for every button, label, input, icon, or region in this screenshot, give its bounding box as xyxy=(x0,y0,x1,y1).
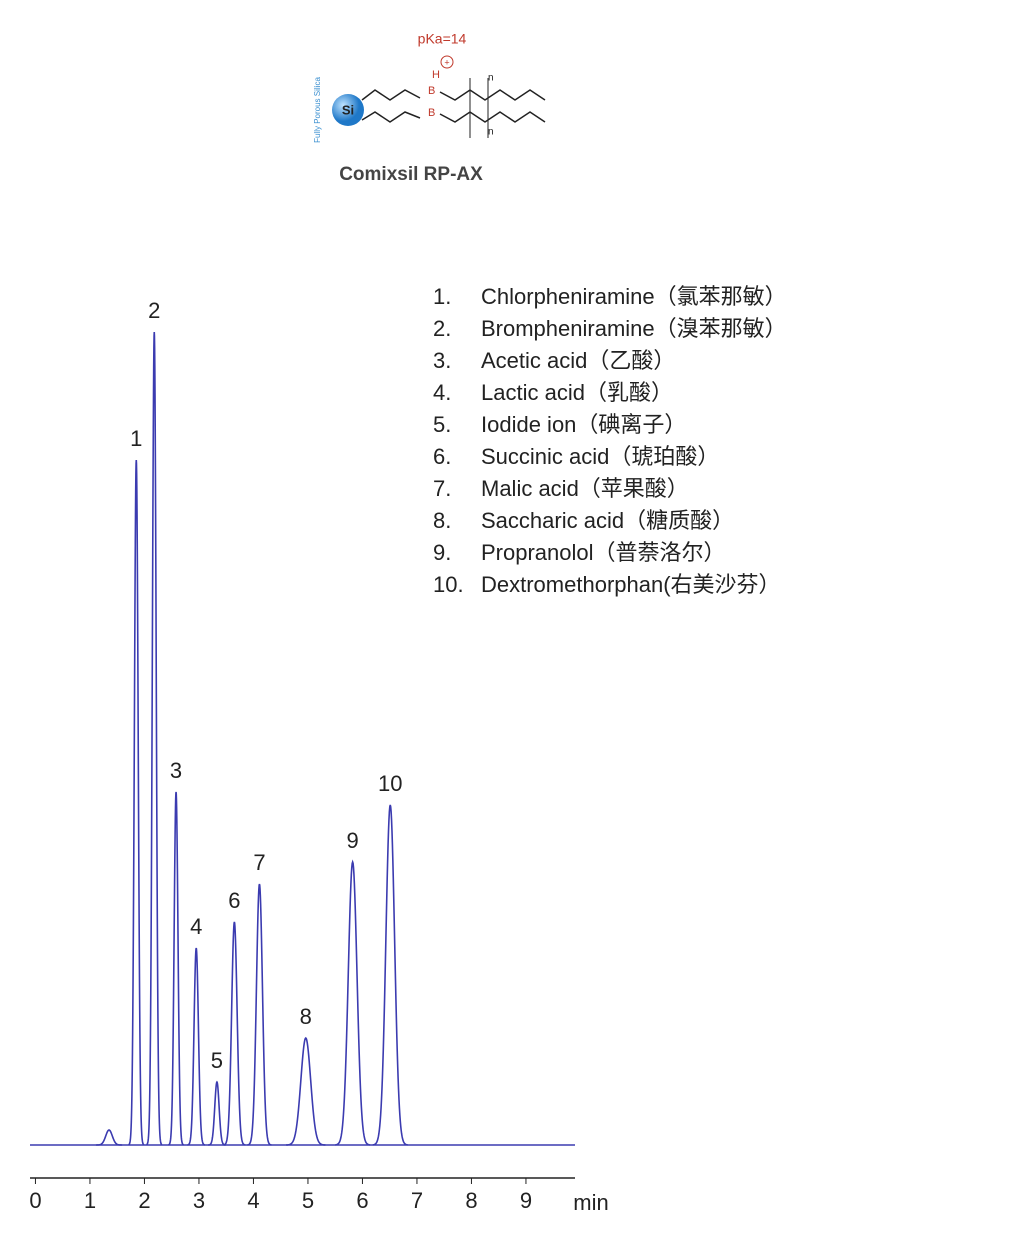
x-tick-label: 9 xyxy=(520,1188,532,1213)
x-tick-label: 0 xyxy=(29,1188,41,1213)
legend-number: 6. xyxy=(433,444,451,469)
b-label: B xyxy=(428,85,435,97)
chain xyxy=(439,111,546,123)
x-tick-label: 2 xyxy=(138,1188,150,1213)
legend-name: Saccharic acid（糖质酸） xyxy=(481,508,734,533)
legend-number: 8. xyxy=(433,508,451,533)
peak xyxy=(95,1129,123,1146)
h-label: H xyxy=(432,69,440,81)
legend-number: 2. xyxy=(433,316,451,341)
x-tick-label: 3 xyxy=(193,1188,205,1213)
peak-label: 10 xyxy=(378,771,402,796)
legend-number: 4. xyxy=(433,380,451,405)
x-axis-label: min xyxy=(573,1190,608,1215)
peak xyxy=(247,883,272,1146)
x-tick-label: 1 xyxy=(84,1188,96,1213)
si-label: Si xyxy=(342,102,354,117)
legend-number: 10. xyxy=(433,572,464,597)
peak-label: 1 xyxy=(130,426,142,451)
legend-number: 5. xyxy=(433,412,451,437)
peak xyxy=(223,921,246,1146)
support-label: Fully Porous Silica xyxy=(313,77,322,143)
peak-label: 4 xyxy=(190,914,202,939)
peak-label: 8 xyxy=(300,1004,312,1029)
peak-label: 9 xyxy=(347,828,359,853)
chain xyxy=(439,89,546,101)
peak xyxy=(187,947,206,1146)
peak xyxy=(146,331,163,1146)
peak xyxy=(335,859,371,1146)
legend-name: Propranolol（普萘洛尔） xyxy=(481,540,726,565)
x-tick-label: 6 xyxy=(356,1188,368,1213)
x-tick-label: 4 xyxy=(247,1188,259,1213)
x-tick-label: 5 xyxy=(302,1188,314,1213)
product-name: Comixsil RP-AX xyxy=(339,164,483,185)
legend-name: Chlorpheniramine（氯苯那敏） xyxy=(481,284,787,309)
structure: pKa=14 + Fully Porous Silica Si H B B n … xyxy=(313,31,546,185)
legend-name: Dextromethorphan(右美沙芬） xyxy=(481,572,781,597)
peak-label: 2 xyxy=(148,298,160,323)
peak xyxy=(128,459,145,1146)
peak xyxy=(372,804,408,1146)
x-tick-label: 7 xyxy=(411,1188,423,1213)
legend-name: Lactic acid（乳酸） xyxy=(481,380,673,405)
peak xyxy=(168,791,184,1146)
legend-number: 7. xyxy=(433,476,451,501)
legend-name: Malic acid（苹果酸） xyxy=(481,476,689,501)
peak-label: 3 xyxy=(170,758,182,783)
x-tick-label: 8 xyxy=(465,1188,477,1213)
b-label: B xyxy=(428,107,435,119)
charge xyxy=(440,55,454,69)
n-label: n xyxy=(488,127,494,138)
legend-number: 9. xyxy=(433,540,451,565)
legend-number: 1. xyxy=(433,284,451,309)
bracket xyxy=(469,78,489,138)
pka-label: pKa=14 xyxy=(418,31,467,47)
peak-label: 5 xyxy=(211,1048,223,1073)
peak-label: 7 xyxy=(253,850,265,875)
legend-name: Acetic acid（乙酸） xyxy=(481,348,675,373)
legend-name: Succinic acid（琥珀酸） xyxy=(481,444,719,469)
chain xyxy=(361,111,421,123)
peak-label: 6 xyxy=(228,888,240,913)
legend-name: Iodide ion（碘离子） xyxy=(481,412,686,437)
legend-name: Brompheniramine（溴苯那敏） xyxy=(481,316,787,341)
legend-number: 3. xyxy=(433,348,451,373)
chain xyxy=(361,89,421,101)
peak xyxy=(286,1036,326,1146)
charge-sign: + xyxy=(444,57,449,67)
silica-bead xyxy=(332,94,364,126)
n-label: n xyxy=(488,73,494,84)
peak xyxy=(208,1080,226,1146)
